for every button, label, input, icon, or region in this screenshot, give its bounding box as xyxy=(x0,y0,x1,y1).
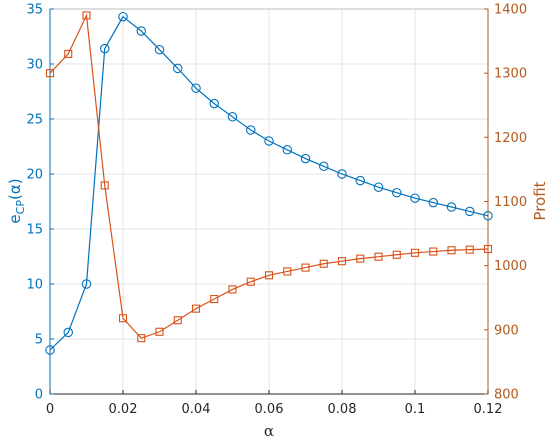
data-point-circle xyxy=(410,193,420,203)
left-tick-label: 15 xyxy=(26,223,43,238)
data-point-circle xyxy=(118,11,128,22)
data-point-circle xyxy=(154,44,165,55)
data-point-square xyxy=(100,181,109,190)
data-point-square xyxy=(173,316,182,325)
data-point-circle xyxy=(63,327,74,338)
data-point-square xyxy=(374,252,383,261)
data-point-square xyxy=(191,304,201,313)
x-tick-label: 0.02 xyxy=(109,402,138,417)
data-point-circle xyxy=(246,125,256,135)
x-tick-label: 0.12 xyxy=(474,402,503,417)
left-tick-label: 30 xyxy=(26,58,43,73)
data-point-circle xyxy=(209,98,220,109)
x-tick-label: 0 xyxy=(46,402,54,417)
series-profit xyxy=(45,11,493,343)
right-tick-label: 1000 xyxy=(494,259,527,274)
data-point-circle xyxy=(300,153,311,164)
data-point-circle xyxy=(100,43,110,54)
left-tick-label: 5 xyxy=(35,333,43,348)
x-axis-label: α xyxy=(264,422,274,440)
data-point-circle xyxy=(355,175,365,186)
data-point-square xyxy=(319,259,328,268)
left-tick-label: 0 xyxy=(35,388,43,403)
x-tick-label: 0.1 xyxy=(405,402,426,417)
data-point-square xyxy=(483,244,493,254)
data-point-square xyxy=(283,267,292,276)
data-point-square xyxy=(264,271,274,280)
x-tick-label: 0.06 xyxy=(255,402,284,417)
data-point-circle xyxy=(446,202,457,212)
data-point-circle xyxy=(81,279,92,289)
data-point-square xyxy=(301,263,310,272)
data-point-circle xyxy=(464,206,475,217)
right-axis-label: Profit xyxy=(531,181,549,220)
data-point-square xyxy=(118,314,128,323)
data-point-circle xyxy=(391,187,402,198)
data-point-square xyxy=(137,334,146,343)
right-tick-label: 800 xyxy=(494,388,519,403)
right-tick-label: 900 xyxy=(494,323,519,338)
data-point-circle xyxy=(318,161,329,172)
left-axis-ticks: 0 5 10 15 20 25 30 35 xyxy=(26,3,54,403)
data-point-square xyxy=(337,257,347,266)
x-tick-label: 0.08 xyxy=(328,402,357,417)
series-line xyxy=(49,13,489,339)
data-point-square xyxy=(429,247,438,256)
grid xyxy=(50,9,488,394)
left-axis-label: eCP(α) xyxy=(6,178,27,223)
data-point-square xyxy=(210,294,219,304)
series-layer xyxy=(45,11,493,355)
left-tick-label: 10 xyxy=(26,278,43,293)
data-point-circle xyxy=(45,345,55,355)
right-tick-label: 1100 xyxy=(494,195,527,210)
x-axis-ticks: 0 0.02 0.04 0.06 0.08 0.1 0.12 xyxy=(46,390,503,417)
data-point-circle xyxy=(191,83,201,93)
data-point-circle xyxy=(282,145,292,155)
right-tick-label: 1200 xyxy=(494,131,527,146)
series-line xyxy=(49,15,489,351)
series-ecp xyxy=(45,11,493,355)
left-tick-label: 35 xyxy=(26,3,43,18)
data-point-circle xyxy=(428,197,438,208)
right-axis-ticks: 800 900 1000 1100 1200 1300 1400 xyxy=(484,3,527,403)
data-point-square xyxy=(246,277,255,286)
data-point-square xyxy=(82,11,91,20)
data-point-circle xyxy=(373,182,384,192)
data-point-square xyxy=(465,245,474,254)
data-point-square xyxy=(392,250,401,259)
right-tick-label: 1400 xyxy=(494,3,527,18)
data-point-square xyxy=(64,49,73,58)
left-tick-label: 25 xyxy=(26,113,43,128)
data-point-square xyxy=(356,254,365,263)
data-point-square xyxy=(155,327,164,336)
data-point-square xyxy=(45,69,55,78)
right-tick-label: 1300 xyxy=(494,67,527,82)
data-point-square xyxy=(447,246,456,255)
data-point-circle xyxy=(264,136,274,146)
data-point-circle xyxy=(483,211,493,221)
data-point-circle xyxy=(227,112,238,122)
left-tick-label: 20 xyxy=(26,168,43,183)
data-point-circle xyxy=(337,169,347,179)
x-tick-label: 0.04 xyxy=(182,402,211,417)
data-point-circle xyxy=(136,26,147,36)
data-point-square xyxy=(228,285,237,294)
data-point-square xyxy=(410,248,420,257)
data-point-circle xyxy=(173,63,183,74)
